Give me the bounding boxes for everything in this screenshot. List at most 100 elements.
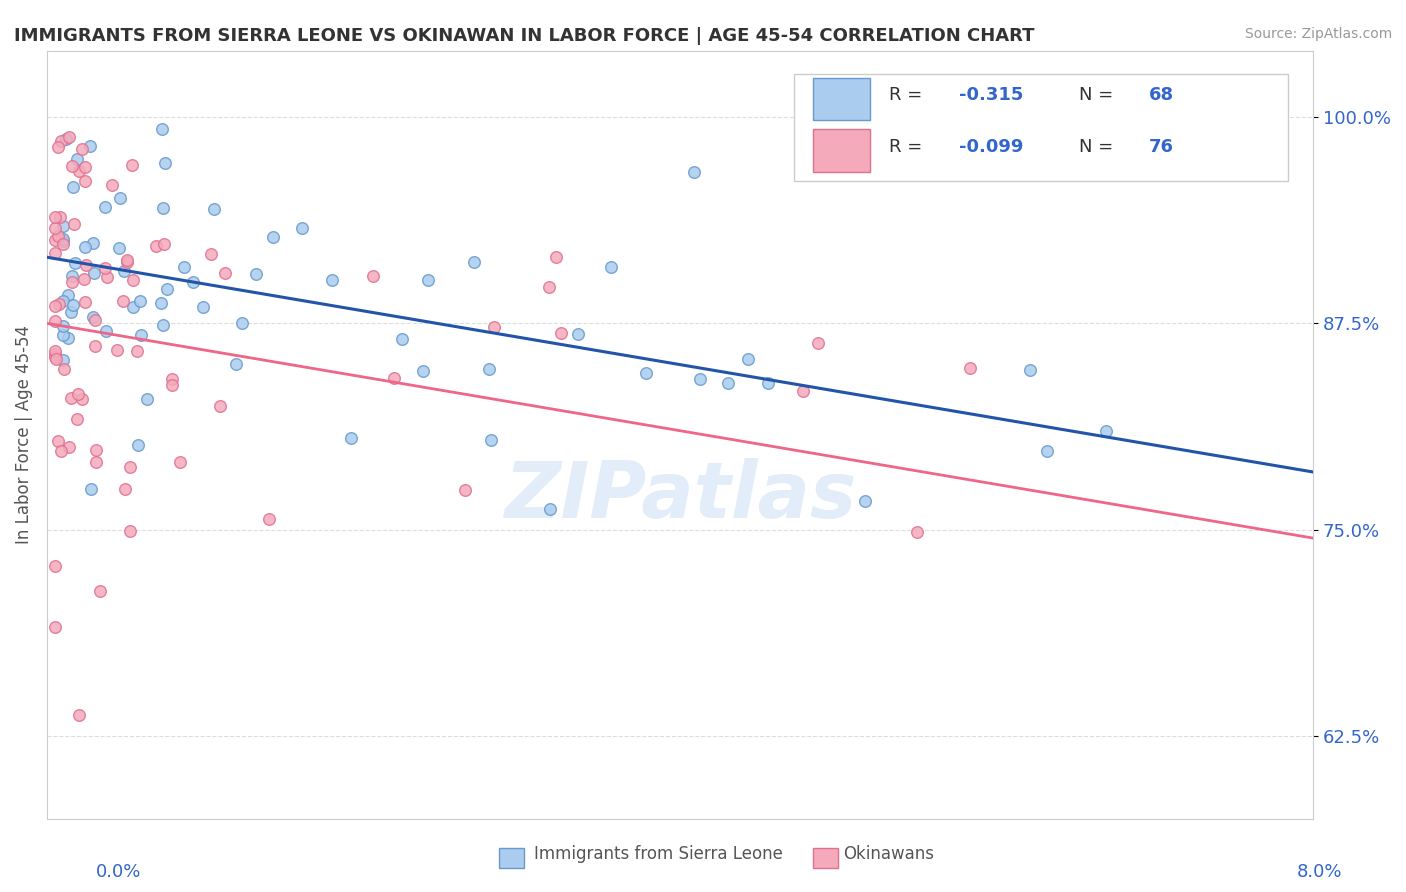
Point: [538, 279, 561, 293]
Point: [152, 201, 174, 215]
Point: [66, 152, 89, 166]
Point: [52, 219, 75, 233]
Point: [62, 180, 84, 194]
Point: [121, 158, 143, 172]
Point: [44, 620, 66, 634]
Point: [1018, 363, 1040, 377]
Point: [84, 455, 107, 469]
Point: [82, 236, 104, 251]
Point: [48, 210, 70, 224]
Point: [46, 139, 69, 153]
Point: [73, 160, 96, 174]
Point: [110, 191, 132, 205]
Point: [44, 314, 66, 328]
Text: 68: 68: [1149, 87, 1174, 104]
Point: [363, 268, 385, 283]
Point: [55, 132, 77, 146]
Point: [49, 444, 72, 458]
Point: [52, 293, 75, 308]
Point: [150, 122, 173, 136]
Point: [73, 272, 96, 286]
Point: [162, 377, 184, 392]
Point: [202, 202, 225, 216]
Point: [67, 707, 90, 722]
Point: [44, 343, 66, 358]
Point: [44, 220, 66, 235]
Bar: [813, 848, 838, 868]
Point: [44, 347, 66, 361]
Text: N =: N =: [1078, 87, 1119, 104]
Point: [321, 273, 343, 287]
Point: [45, 351, 67, 366]
Point: [152, 318, 174, 332]
Point: [44, 246, 66, 260]
Point: [454, 483, 477, 497]
Text: Source: ZipAtlas.com: Source: ZipAtlas.com: [1244, 27, 1392, 41]
Point: [162, 372, 184, 386]
Point: [44, 300, 66, 314]
Point: [52, 362, 75, 376]
Point: [118, 460, 141, 475]
Point: [544, 250, 567, 264]
Point: [101, 178, 124, 192]
Text: ZIPatlas: ZIPatlas: [503, 458, 856, 534]
Point: [169, 455, 191, 469]
Point: [262, 229, 284, 244]
Point: [120, 524, 142, 538]
Text: Okinawans: Okinawans: [844, 845, 935, 863]
Point: [129, 327, 152, 342]
Point: [52, 328, 75, 343]
Point: [75, 174, 97, 188]
Point: [117, 253, 139, 268]
Point: [73, 295, 96, 310]
Point: [257, 512, 280, 526]
Point: [63, 255, 86, 269]
Point: [60, 276, 83, 290]
Point: [60, 159, 83, 173]
Point: [66, 412, 89, 426]
Point: [76, 258, 98, 272]
FancyBboxPatch shape: [813, 129, 870, 171]
Point: [463, 255, 485, 269]
Point: [905, 525, 928, 540]
Point: [689, 372, 711, 386]
Point: [105, 343, 128, 357]
Point: [173, 260, 195, 275]
Point: [412, 364, 434, 378]
Point: [231, 316, 253, 330]
Point: [89, 584, 111, 599]
Point: [67, 163, 90, 178]
Point: [122, 272, 145, 286]
Text: R =: R =: [889, 87, 928, 104]
Text: -0.315: -0.315: [959, 87, 1024, 104]
Point: [58, 287, 80, 301]
Point: [191, 300, 214, 314]
Bar: [499, 848, 524, 868]
Point: [73, 240, 96, 254]
Point: [145, 239, 167, 253]
Point: [717, 376, 740, 391]
Point: [44, 210, 66, 224]
Text: N =: N =: [1078, 137, 1119, 156]
Point: [84, 442, 107, 457]
Point: [52, 234, 75, 248]
Point: [79, 138, 101, 153]
Point: [792, 384, 814, 398]
Point: [156, 282, 179, 296]
Point: [52, 352, 75, 367]
Point: [94, 261, 117, 276]
Point: [550, 326, 572, 340]
Point: [200, 247, 222, 261]
Point: [46, 434, 69, 448]
Point: [96, 325, 118, 339]
Point: [209, 400, 232, 414]
Point: [855, 494, 877, 508]
FancyBboxPatch shape: [813, 78, 870, 120]
Point: [84, 339, 107, 353]
Text: 0.0%: 0.0%: [96, 863, 141, 880]
Point: [807, 336, 830, 351]
Point: [127, 343, 149, 358]
Point: [112, 294, 135, 309]
Point: [153, 237, 176, 252]
Point: [737, 352, 759, 367]
